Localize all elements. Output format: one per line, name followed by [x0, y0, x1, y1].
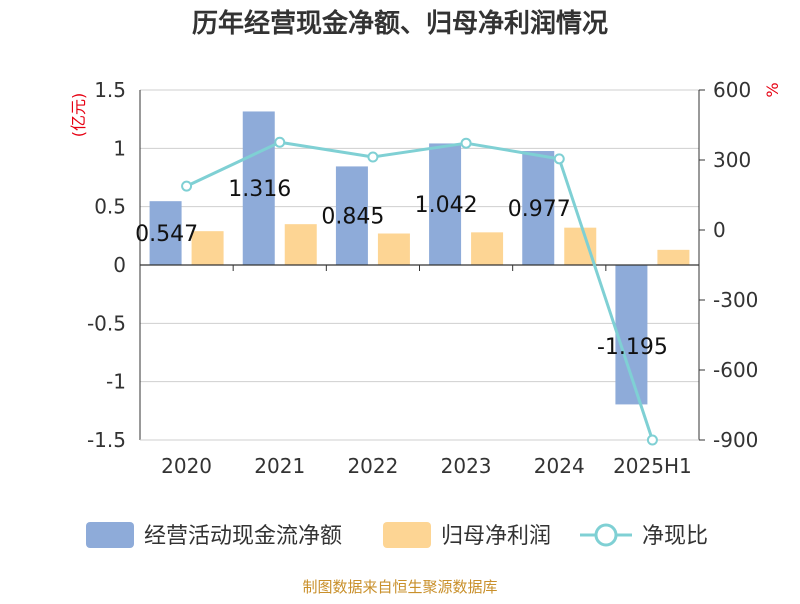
data-label-cash-flow: 1.042 — [415, 193, 478, 218]
ratio-point — [646, 434, 658, 446]
bar-cash-flow — [429, 143, 462, 265]
legend-label-cash-flow: 经营活动现金流净额 — [144, 524, 342, 549]
bar-net-profit — [377, 233, 410, 265]
y-right-tick-label: -600 — [713, 358, 758, 382]
legend-swatch-net-profit — [383, 522, 431, 548]
ratio-point — [553, 153, 565, 165]
data-label-cash-flow: 0.977 — [508, 197, 571, 222]
data-label-cash-flow: 0.547 — [135, 222, 198, 247]
bar-net-profit — [657, 249, 690, 265]
x-tick-label: 2025H1 — [613, 454, 692, 478]
x-tick-label: 2020 — [161, 454, 212, 478]
bar-cash-flow — [522, 151, 555, 265]
line-layer — [181, 136, 658, 446]
source-note: 制图数据来自恒生聚源数据库 — [302, 578, 497, 596]
x-tick-label: 2023 — [441, 454, 492, 478]
legend-label-ratio: 净现比 — [642, 524, 708, 549]
bars-layer — [149, 111, 690, 405]
y-left-tick-label: 0 — [113, 253, 126, 277]
ratio-line — [185, 140, 654, 441]
x-tick-label: 2021 — [254, 454, 305, 478]
y-right-tick-label: -900 — [713, 428, 758, 452]
legend-swatch-cash-flow — [86, 522, 134, 548]
bar-cash-flow — [149, 201, 182, 265]
y-left-tick-label: -1 — [106, 370, 126, 394]
bar-net-profit — [191, 231, 224, 265]
left-axis-unit: (亿元) — [69, 93, 88, 138]
legend-layer: 经营活动现金流净额 归母净利润 净现比 — [86, 522, 708, 549]
y-left-tick-label: 1.5 — [94, 78, 126, 102]
data-label-cash-flow: -1.195 — [597, 335, 668, 360]
y-left-tick-label: -0.5 — [87, 311, 126, 335]
data-label-cash-flow: 0.845 — [321, 205, 384, 230]
y-right-tick-label: 600 — [713, 78, 751, 102]
x-tick-label: 2024 — [534, 454, 585, 478]
ratio-point — [367, 151, 379, 163]
legend-label-net-profit: 归母净利润 — [441, 524, 551, 549]
y-right-tick-label: -300 — [713, 288, 758, 312]
ratio-point — [460, 137, 472, 149]
ratio-point — [181, 180, 193, 192]
y-left-tick-label: -1.5 — [87, 428, 126, 452]
bar-cash-flow — [335, 166, 368, 265]
y-right-tick-label: 300 — [713, 148, 751, 172]
data-label-cash-flow: 1.316 — [228, 177, 291, 202]
right-axis-unit: % — [763, 82, 782, 97]
y-left-tick-label: 1 — [113, 136, 126, 160]
bar-net-profit — [471, 232, 504, 265]
axes-layer: 1.5 1 0.5 0 -0.5 -1 -1.5 600 300 0 -300 -600 -900 202… — [87, 78, 758, 478]
x-tick-label: 2022 — [347, 454, 398, 478]
chart-title: 历年经营现金净额、归母净利润情况 — [192, 8, 608, 39]
legend-swatch-ratio-marker — [594, 523, 618, 547]
y-left-tick-label: 0.5 — [94, 195, 126, 219]
labels-layer: 0.547 1.316 0.845 1.042 0.977 -1.195 — [135, 177, 668, 360]
ratio-point — [274, 136, 286, 148]
bar-cash-flow — [242, 111, 275, 265]
y-right-tick-label: 0 — [713, 218, 726, 242]
bar-net-profit — [284, 224, 317, 265]
